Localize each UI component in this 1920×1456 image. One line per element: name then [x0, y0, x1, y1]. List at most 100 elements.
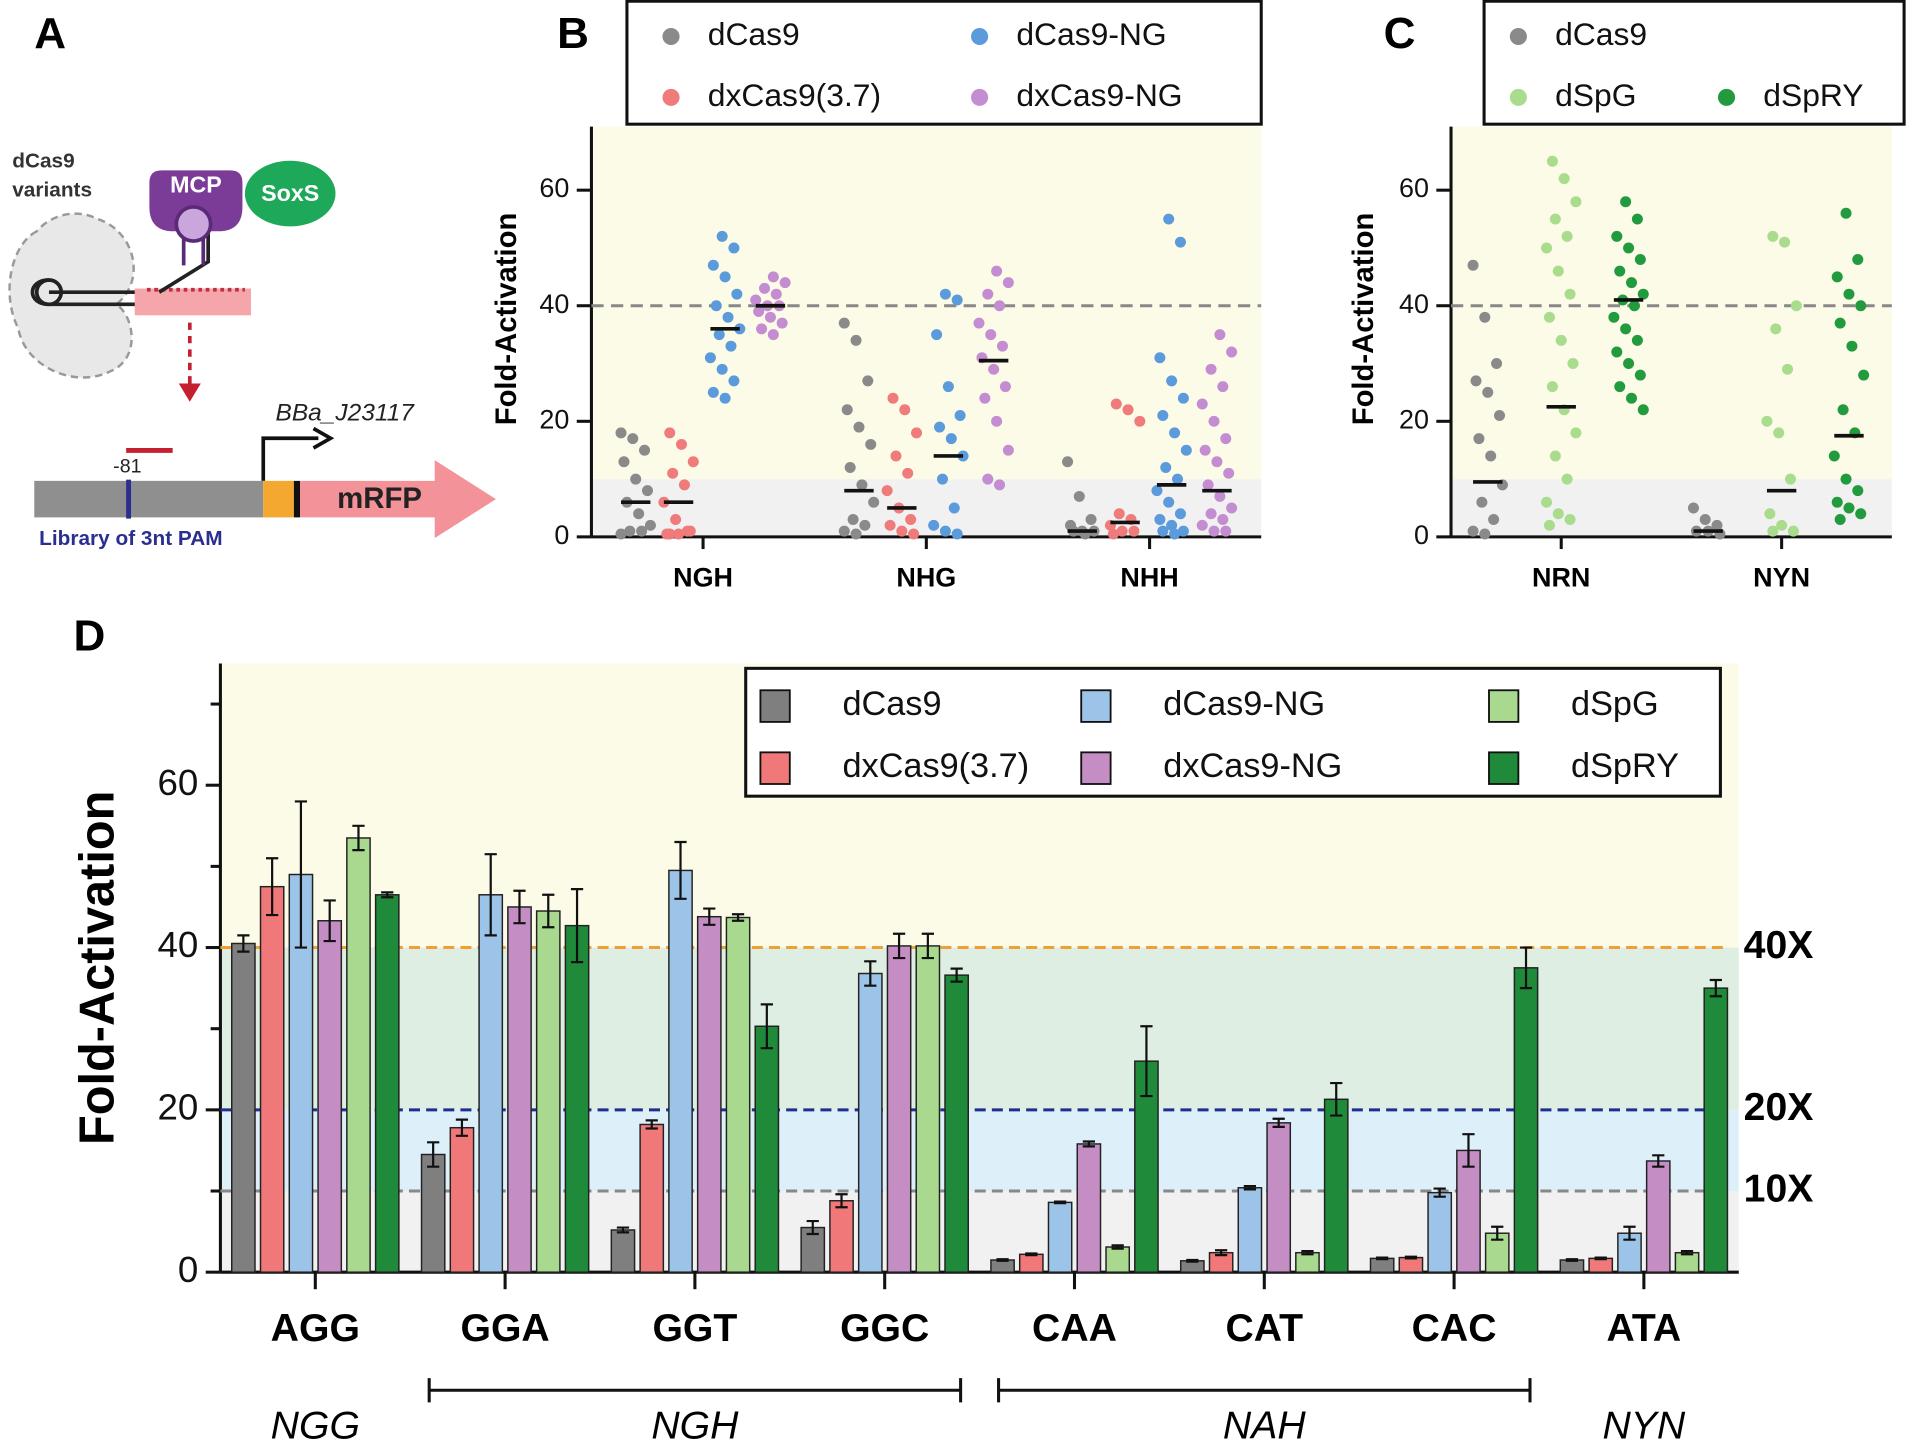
point [850, 334, 862, 346]
point [1855, 300, 1867, 312]
legend-label: dCas9 [842, 685, 941, 723]
point [1558, 173, 1570, 185]
y-tick-label: 60 [158, 762, 199, 803]
point [1711, 519, 1723, 531]
point [624, 525, 636, 537]
point [887, 392, 899, 404]
point [687, 456, 699, 468]
legend-marker [971, 28, 989, 46]
bar [668, 869, 693, 1273]
point [1177, 392, 1189, 404]
point [896, 525, 908, 537]
bar [944, 974, 969, 1273]
point [954, 410, 966, 422]
point [1107, 528, 1119, 540]
point [1631, 213, 1643, 225]
legend-swatch [1080, 689, 1112, 723]
point [707, 386, 719, 398]
point [1611, 230, 1623, 242]
hairpin [174, 205, 213, 243]
reference-label: 40X [1744, 924, 1814, 967]
point [928, 519, 940, 531]
point [838, 525, 850, 537]
error-bar [1462, 1133, 1475, 1168]
point [1549, 213, 1561, 225]
linker [158, 231, 210, 294]
point [868, 496, 880, 508]
panel-letter: D [73, 612, 105, 661]
error-bar [950, 967, 963, 983]
point [676, 438, 688, 450]
x-tick-label: NRN [1532, 563, 1590, 593]
point [1134, 415, 1146, 427]
point [951, 528, 963, 540]
label: mRFP [337, 482, 422, 515]
point [862, 375, 874, 387]
point [1767, 230, 1779, 242]
point [1002, 277, 1014, 289]
error-bar [381, 891, 394, 899]
legend-label: dCas9-NG [1016, 16, 1166, 52]
point [636, 525, 648, 537]
point [1570, 427, 1582, 439]
bar [535, 910, 561, 1273]
error-bar [294, 800, 308, 949]
point [664, 427, 676, 439]
error-bar [484, 853, 497, 937]
y-tick-label: 0 [1414, 520, 1429, 550]
point [1172, 473, 1184, 485]
point [890, 450, 902, 462]
point [1634, 254, 1646, 265]
point [985, 329, 997, 341]
hairpin-stem [181, 238, 206, 266]
soxs [244, 160, 336, 227]
point [1157, 410, 1169, 422]
point [1205, 363, 1217, 375]
bar [915, 945, 941, 1273]
point [1852, 254, 1864, 265]
dcas9-shape [8, 212, 135, 379]
point [719, 271, 731, 283]
legend-label: dCas9-NG [1163, 685, 1325, 723]
point [764, 311, 776, 323]
point [934, 421, 946, 433]
point [1555, 334, 1567, 346]
point [1128, 525, 1140, 537]
point [1169, 528, 1181, 540]
bar [1047, 1201, 1073, 1273]
error-bar [352, 824, 365, 852]
point [627, 433, 639, 445]
bar [829, 1200, 854, 1273]
point [1223, 467, 1235, 479]
rbs [263, 480, 294, 518]
error-bar [1491, 1225, 1504, 1241]
legend-swatch [1488, 689, 1520, 723]
bar [564, 924, 590, 1273]
bar [1456, 1149, 1481, 1273]
error-bar [266, 857, 279, 917]
point [728, 375, 740, 387]
point [1761, 415, 1773, 427]
x-tick-label: ATA [1607, 1307, 1682, 1350]
legend-label: dxCas9(3.7) [842, 747, 1029, 785]
bar [886, 945, 912, 1273]
point [948, 502, 960, 514]
reference-label: 20X [1744, 1086, 1814, 1129]
bar [231, 942, 256, 1273]
point [1782, 363, 1794, 375]
point [770, 288, 782, 300]
point [684, 525, 696, 537]
bar [725, 916, 751, 1273]
mcp [149, 170, 243, 232]
y-tick-label: 20 [158, 1087, 199, 1128]
error-bar [921, 932, 934, 960]
point [945, 433, 957, 445]
label: -81 [113, 456, 141, 478]
band [591, 479, 1262, 537]
bar [259, 885, 285, 1273]
bar [1323, 1098, 1349, 1273]
group-label: NYN [1603, 1404, 1687, 1447]
point [1488, 514, 1500, 526]
legend-marker [662, 28, 680, 46]
point [1226, 346, 1238, 358]
